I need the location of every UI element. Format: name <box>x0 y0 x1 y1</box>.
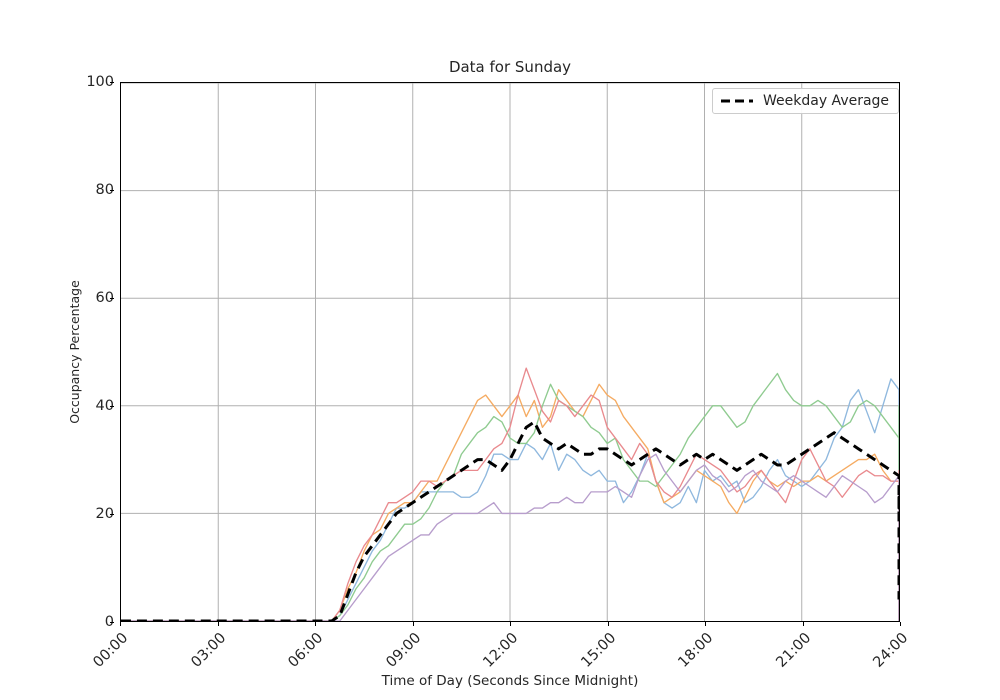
y-tick-label: 60 <box>95 290 114 306</box>
x-tick-mark <box>705 622 706 626</box>
x-tick-mark <box>217 622 219 626</box>
y-tick-mark <box>110 622 114 623</box>
y-tick-mark <box>110 298 114 299</box>
series-line <box>121 453 899 621</box>
series-line <box>121 367 899 621</box>
plot-area <box>120 82 900 622</box>
y-tick-label: 20 <box>95 506 114 522</box>
x-tick-mark <box>607 622 609 626</box>
y-tick-label: 40 <box>95 398 114 414</box>
x-tick-mark <box>802 622 804 626</box>
series-line <box>121 378 899 621</box>
x-tick-mark <box>120 622 121 626</box>
legend-line-swatch <box>721 99 753 103</box>
series-line <box>121 372 899 621</box>
x-tick-mark <box>315 622 316 626</box>
y-tick-label: 80 <box>95 182 114 198</box>
series-line <box>121 383 899 621</box>
legend-label: Weekday Average <box>763 93 890 109</box>
y-axis-ticks: 0 20 40 60 80 100 <box>60 74 114 630</box>
x-axis-ticks: 00:00 03:00 06:00 09:00 12:00 15:00 18:00 21:00… <box>90 622 911 692</box>
x-tick-mark <box>412 622 414 626</box>
legend: Weekday Average <box>712 88 900 114</box>
x-tick-mark <box>510 622 511 626</box>
x-axis-label: Time of Day (Seconds Since Midnight) <box>381 673 639 689</box>
x-tick-mark <box>900 622 901 626</box>
page-title: Data for Sunday <box>448 58 572 76</box>
y-tick-label: 0 <box>104 614 114 630</box>
y-tick-mark <box>110 406 114 407</box>
y-tick-mark <box>110 82 114 83</box>
y-tick-label: 100 <box>86 74 114 90</box>
chart-canvas <box>121 83 899 621</box>
y-tick-mark <box>110 514 114 515</box>
y-tick-mark <box>110 190 114 191</box>
